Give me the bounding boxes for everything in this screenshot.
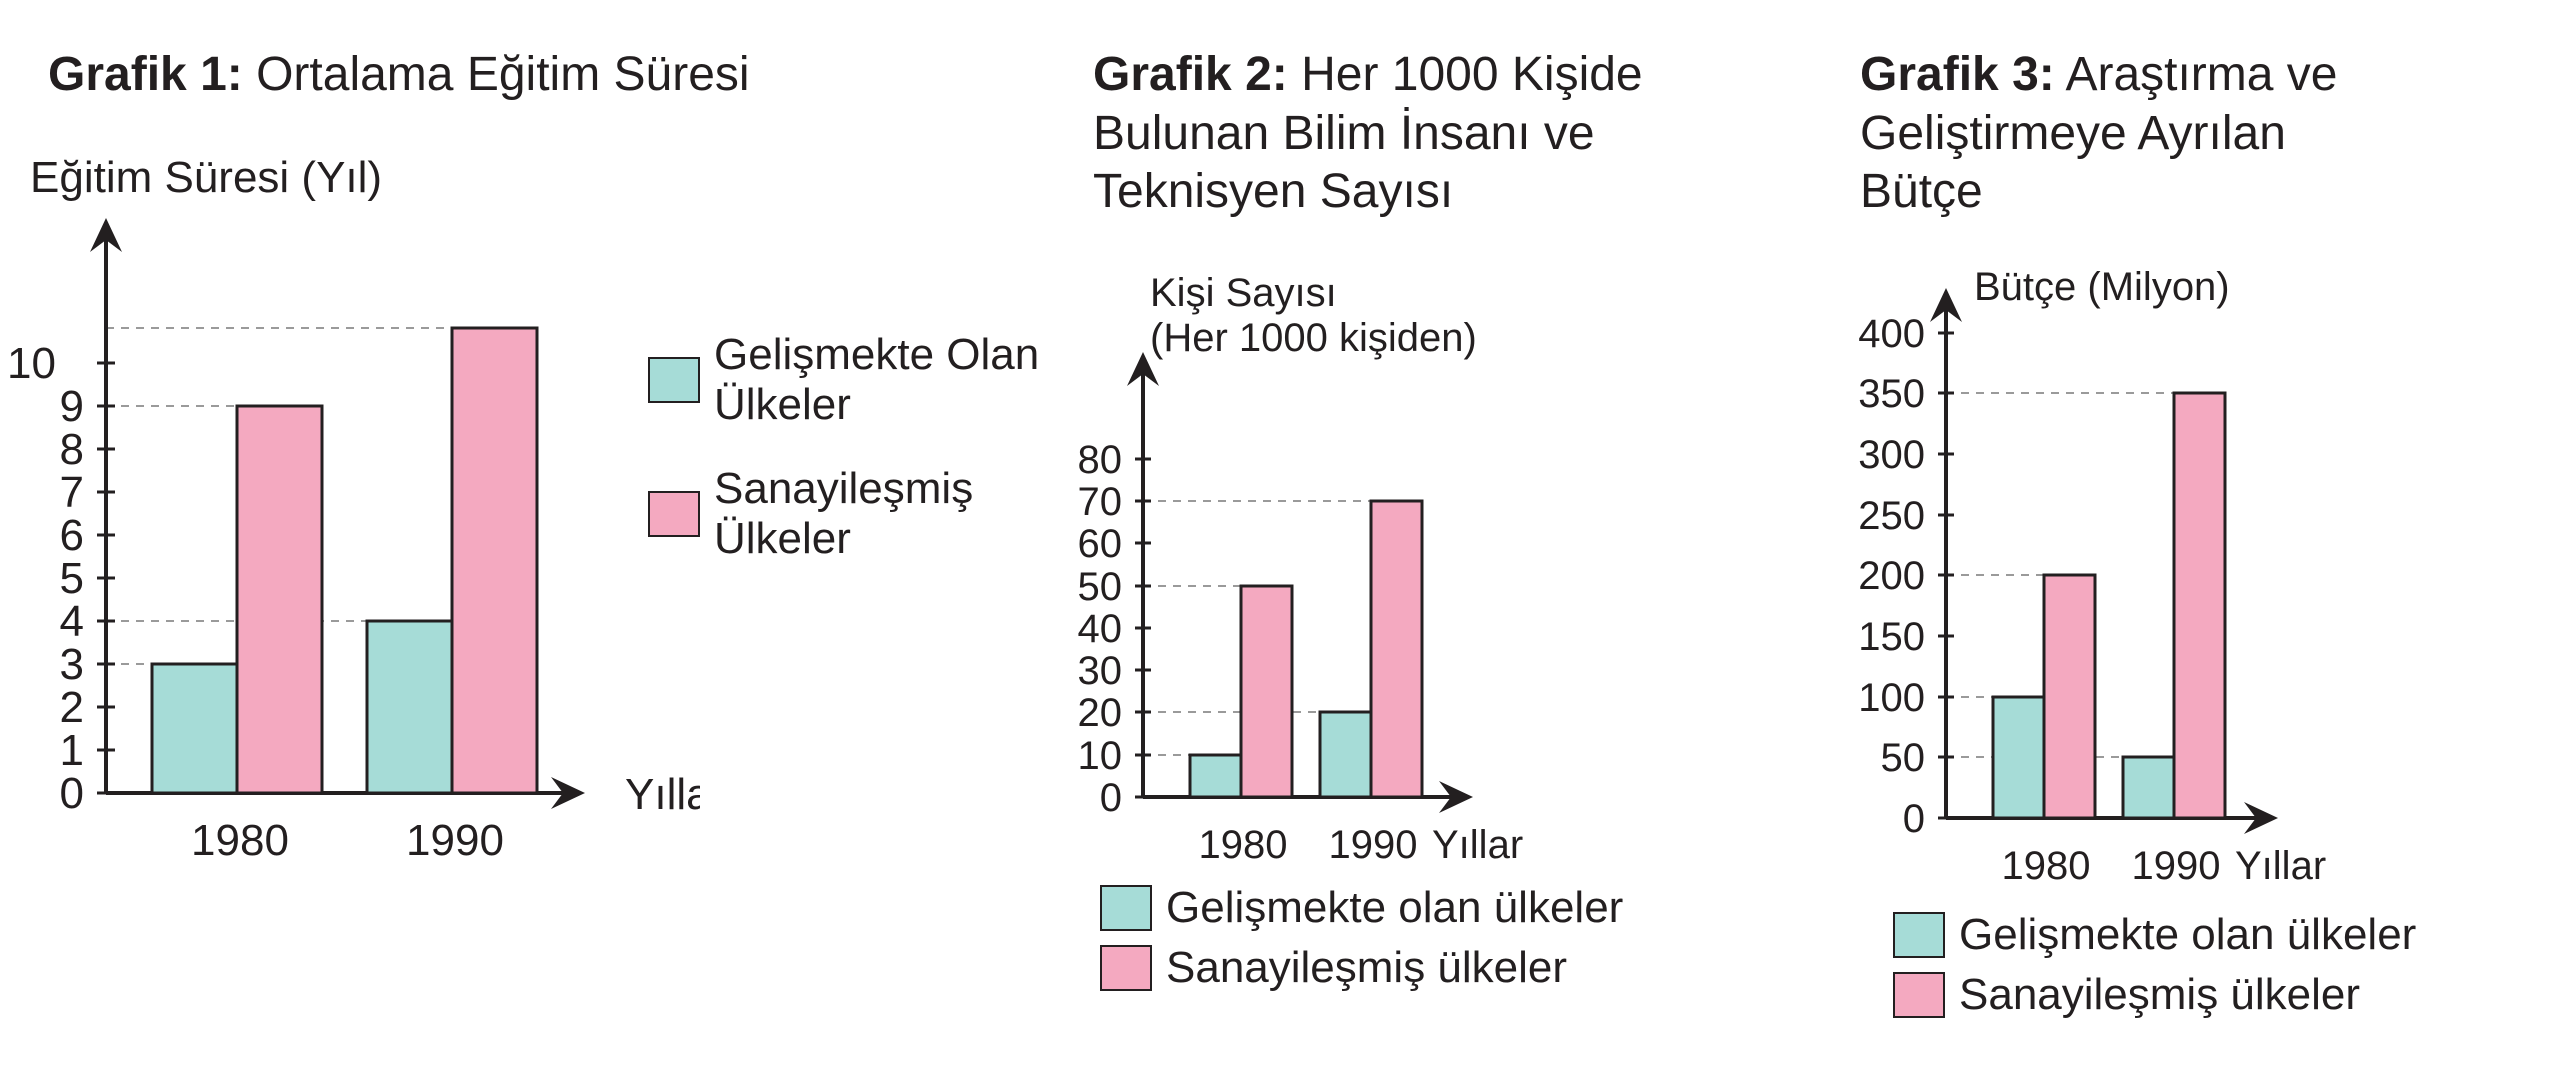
- svg-text:400: 400: [1858, 312, 1925, 356]
- svg-text:150: 150: [1858, 615, 1925, 659]
- svg-text:200: 200: [1858, 554, 1925, 598]
- svg-text:100: 100: [1858, 676, 1925, 720]
- svg-text:1990: 1990: [2132, 844, 2221, 888]
- svg-text:1980: 1980: [2002, 844, 2091, 888]
- svg-text:350: 350: [1858, 372, 1925, 416]
- svg-text:Bütçe (Milyon): Bütçe (Milyon): [1974, 265, 2230, 309]
- svg-text:300: 300: [1858, 433, 1925, 477]
- svg-text:0: 0: [1903, 797, 1925, 841]
- svg-text:250: 250: [1858, 494, 1925, 538]
- svg-text:Yıllar: Yıllar: [2235, 844, 2326, 888]
- svg-text:50: 50: [1881, 736, 1926, 780]
